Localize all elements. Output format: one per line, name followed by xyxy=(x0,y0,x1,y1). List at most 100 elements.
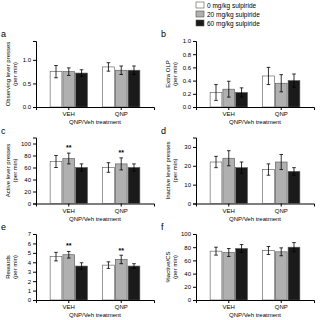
tick-mark xyxy=(33,300,36,301)
figure: 0.00.51.0VEHQNPQNP/Veh treatmentObservin… xyxy=(0,0,320,320)
tick-label: 60 xyxy=(184,258,191,264)
tick-label: 30 xyxy=(184,144,191,150)
tick-label: 100 xyxy=(181,231,192,237)
tick-label: QNP xyxy=(115,304,128,310)
bar xyxy=(210,162,222,203)
tick-label: 2 xyxy=(28,279,32,285)
tick-mark xyxy=(228,107,229,110)
x-tick: VEH xyxy=(63,204,75,214)
panel-title: c xyxy=(1,126,6,136)
error-bar xyxy=(267,67,271,84)
axis-line xyxy=(197,301,315,304)
error-bar xyxy=(54,66,58,78)
y-tick: 40 xyxy=(24,177,36,183)
y-tick: 100 xyxy=(181,231,196,237)
panel-title: f xyxy=(161,222,164,232)
x-tick: QNP xyxy=(115,300,128,310)
tick-label: 0 xyxy=(28,297,32,303)
error-bar xyxy=(240,88,244,97)
tick-label: 6 xyxy=(28,241,32,247)
error-bar xyxy=(227,151,231,166)
y-label: Active lever presses(per min) xyxy=(5,144,18,198)
bar xyxy=(288,247,300,300)
tick-label: 40 xyxy=(24,177,31,183)
tick-label: VEH xyxy=(223,111,235,117)
tick-label: 0.8 xyxy=(183,52,192,58)
y-label: Rewards(per min) xyxy=(5,255,18,279)
x-label: QNP/Veh treatment xyxy=(69,216,121,222)
y-tick: 0 xyxy=(188,297,196,303)
tick-mark xyxy=(68,107,69,110)
tick-label: 1.0 xyxy=(183,38,192,44)
x-axis: VEHQNP xyxy=(197,300,315,310)
error-bar xyxy=(292,243,296,252)
tick-label: 0.6 xyxy=(183,65,192,71)
tick-mark xyxy=(193,204,196,205)
bar xyxy=(76,168,88,204)
tick-label: 3 xyxy=(28,269,32,275)
error-bar xyxy=(80,263,84,270)
marks xyxy=(210,243,300,300)
y-tick: 60 xyxy=(24,165,36,171)
x-tick: QNP xyxy=(275,107,288,117)
legend-swatch xyxy=(196,20,204,26)
tick-label: 10 xyxy=(184,182,191,188)
y-tick: 0.4 xyxy=(183,78,196,84)
y-tick: 0.5 xyxy=(23,81,36,87)
tick-mark xyxy=(33,272,36,273)
panel-title: b xyxy=(161,29,166,39)
error-bar xyxy=(119,158,123,170)
tick-mark xyxy=(121,300,122,303)
error-bar xyxy=(240,162,244,173)
tick-mark xyxy=(193,54,196,55)
tick-mark xyxy=(193,274,196,275)
axis-line xyxy=(193,42,197,108)
x-label: QNP/Veh treatment xyxy=(229,312,281,318)
y-axis: 020406080100 xyxy=(181,231,197,303)
bar xyxy=(63,159,75,204)
error-bar xyxy=(132,264,136,269)
tick-mark xyxy=(281,204,282,207)
error-bar xyxy=(67,153,71,164)
y-axis: 0102030 xyxy=(184,138,196,207)
panel: 020406080100VEHQNPQNP/Veh treatment%acti… xyxy=(165,231,315,318)
panel: 0.00.20.40.60.81.0VEHQNPQNP/Veh treatmen… xyxy=(165,38,315,125)
tick-label: 20 xyxy=(24,189,31,195)
tick-mark xyxy=(33,243,36,244)
legend-swatch xyxy=(196,11,204,17)
tick-mark xyxy=(193,247,196,248)
tick-mark xyxy=(228,204,229,207)
tick-label: VEH xyxy=(223,304,235,310)
tick-label: QNP xyxy=(115,208,128,214)
x-tick: QNP xyxy=(115,107,128,117)
tick-label: 4 xyxy=(28,260,32,266)
bar xyxy=(128,266,140,300)
y-tick: 0.0 xyxy=(23,104,36,110)
bar xyxy=(76,266,88,300)
tick-label: QNP xyxy=(275,111,288,117)
error-bar xyxy=(292,74,296,87)
axis-line xyxy=(193,235,197,301)
legend-label: 60 mg/kg sulpiride xyxy=(207,20,260,28)
bar xyxy=(128,168,140,204)
legend-label: 0 mg/kg sulpiride xyxy=(207,2,257,10)
tick-label: 0 xyxy=(28,201,32,207)
error-bar xyxy=(67,251,71,258)
bar xyxy=(128,70,140,107)
y-label: %active/CS(per min) xyxy=(165,251,178,282)
y-tick: 5 xyxy=(28,250,36,256)
y-label: Extra OLP(per min) xyxy=(165,60,178,88)
x-label: QNP/Veh treatment xyxy=(229,216,281,222)
annotation: ** xyxy=(66,242,72,249)
tick-mark xyxy=(33,168,36,169)
panel-title: d xyxy=(161,126,166,136)
bar xyxy=(103,265,115,300)
x-label: QNP/Veh treatment xyxy=(69,312,121,318)
tick-label: 1.0 xyxy=(23,57,32,63)
tick-mark xyxy=(193,287,196,288)
error-bar xyxy=(119,255,123,263)
y-tick: 100 xyxy=(21,141,36,147)
panel-title: e xyxy=(1,222,6,232)
tick-mark xyxy=(193,107,196,108)
bar xyxy=(103,67,115,107)
